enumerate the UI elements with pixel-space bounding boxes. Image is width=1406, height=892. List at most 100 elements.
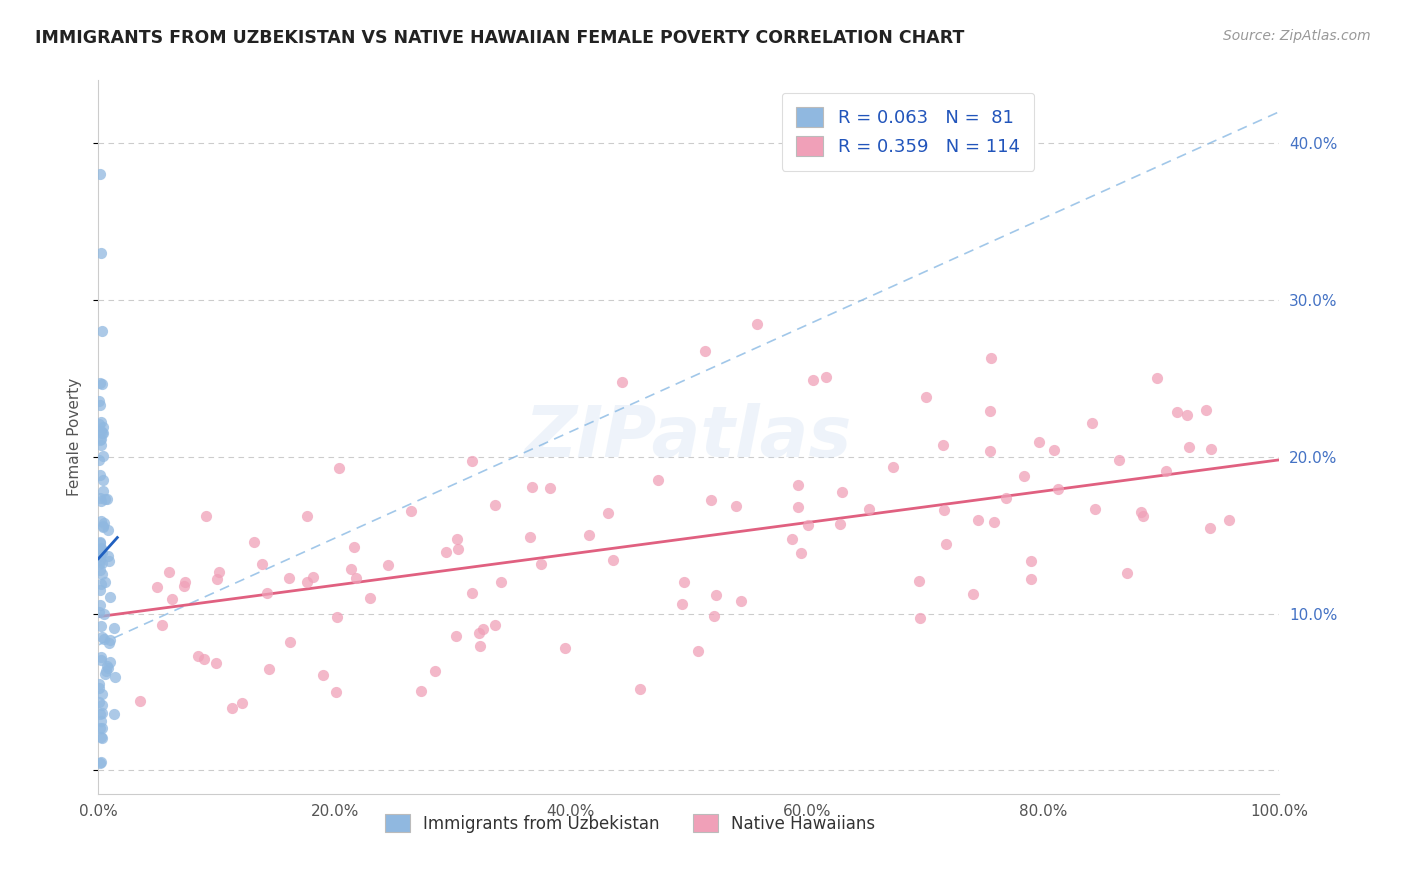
Point [90, 432, 112, 446]
Point [602, 553, 624, 567]
Point [801, 373, 824, 387]
Point [256, 586, 278, 600]
Point [89, 536, 111, 550]
Point [1014, 469, 1036, 483]
Point [447, 542, 470, 557]
Point [1195, 403, 1218, 417]
Point [672, 574, 695, 589]
Point [1081, 416, 1104, 430]
Point [187, 649, 209, 664]
Point [1116, 566, 1139, 580]
Point [87, 677, 110, 691]
Point [89, 535, 111, 549]
Point [89, 543, 111, 558]
Point [89, 453, 111, 467]
Point [157, 565, 180, 579]
Point [1218, 513, 1240, 527]
Point [91, 520, 114, 534]
Point [90, 493, 112, 508]
Point [89, 549, 111, 563]
Point [1019, 572, 1042, 586]
Point [90, 567, 112, 582]
Point [468, 626, 491, 640]
Point [89, 167, 111, 181]
Point [520, 479, 543, 493]
Point [173, 579, 195, 593]
Point [980, 351, 1002, 365]
Point [91, 687, 114, 701]
Point [87, 605, 110, 619]
Point [90, 619, 112, 633]
Point [1108, 453, 1130, 467]
Point [780, 532, 803, 546]
Point [91, 473, 114, 487]
Point [647, 473, 669, 487]
Point [983, 515, 1005, 529]
Point [91, 546, 114, 560]
Point [242, 535, 264, 549]
Point [87, 558, 110, 572]
Point [90, 721, 112, 735]
Point [87, 394, 110, 409]
Point [377, 558, 399, 573]
Point [90, 577, 112, 591]
Point [461, 454, 484, 468]
Point [787, 478, 810, 492]
Point [90, 425, 112, 439]
Point [882, 459, 904, 474]
Point [578, 528, 600, 542]
Text: ZIPatlas: ZIPatlas [526, 402, 852, 472]
Point [1028, 435, 1050, 450]
Point [907, 574, 929, 588]
Point [97, 549, 120, 563]
Point [484, 618, 506, 632]
Point [90, 245, 112, 260]
Point [193, 652, 215, 666]
Point [519, 530, 541, 544]
Point [932, 438, 955, 452]
Point [411, 683, 433, 698]
Point [700, 492, 723, 507]
Point [343, 540, 366, 554]
Point [295, 509, 318, 524]
Point [538, 481, 561, 495]
Point [312, 667, 335, 681]
Point [612, 375, 634, 389]
Point [129, 694, 152, 708]
Point [278, 635, 301, 649]
Point [89, 376, 111, 390]
Point [489, 574, 512, 589]
Point [529, 557, 551, 571]
Point [90, 755, 112, 769]
Point [994, 491, 1017, 506]
Point [340, 562, 363, 576]
Point [93, 607, 115, 622]
Point [97, 661, 120, 675]
Point [91, 425, 114, 440]
Point [90, 652, 112, 666]
Point [93, 516, 115, 531]
Point [195, 509, 218, 524]
Point [98, 633, 121, 648]
Point [90, 376, 112, 391]
Point [150, 618, 173, 632]
Point [90, 649, 112, 664]
Point [325, 684, 347, 698]
Point [444, 629, 467, 643]
Point [98, 590, 121, 604]
Point [730, 593, 752, 607]
Point [90, 425, 112, 440]
Point [89, 756, 111, 770]
Point [786, 500, 808, 514]
Point [434, 544, 457, 558]
Point [90, 541, 112, 556]
Point [484, 498, 506, 512]
Point [97, 523, 120, 537]
Point [831, 485, 853, 500]
Point [471, 623, 494, 637]
Point [221, 700, 243, 714]
Point [745, 318, 768, 332]
Point [96, 491, 118, 506]
Point [96, 659, 118, 673]
Legend: Immigrants from Uzbekistan, Native Hawaiians: Immigrants from Uzbekistan, Native Hawai… [371, 801, 889, 847]
